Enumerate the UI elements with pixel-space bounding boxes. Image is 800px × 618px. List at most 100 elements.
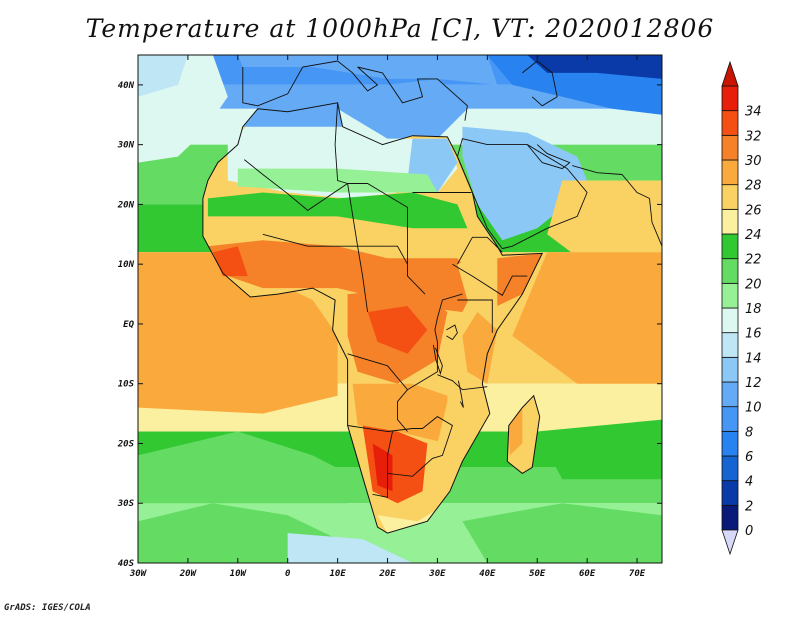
colorbar-level-label: 24 [745,228,762,243]
colorbar-level-label: 26 [745,203,762,218]
arabian-sea [547,180,662,265]
colorbar-level-label: 12 [745,376,762,391]
colorbar-level-label: 28 [745,179,762,194]
lat-tick-label: 10N [118,260,135,270]
europe-coast [242,60,468,121]
sahel-green [207,192,468,229]
colorbar-above-arrow [721,60,739,87]
mozambique [437,401,488,480]
asia-very-cold [527,55,662,79]
colorbar-level-label: 22 [745,253,762,268]
colorbar-level-label: 18 [745,302,762,317]
indian-warm [512,252,662,384]
lat-tick-label: 20S [117,439,135,449]
lon-tick-label: 10E [329,569,346,579]
colorbar-swatch [721,480,739,506]
iran-coast [572,165,623,175]
caspian [522,60,558,107]
colorbar-level-label: 34 [745,105,762,120]
border-2 [347,183,369,313]
colorbar-swatch [721,504,739,531]
colorbar-level-label: 6 [745,450,753,465]
mediterranean [262,78,468,139]
lon-tick-label: 10W [230,569,248,579]
lat-tick-label: 10S [118,380,135,390]
colorbar-level-label: 2 [745,499,753,514]
chart-title: Temperature at 1000hPa [C], VT: 20200128… [85,14,715,43]
border-12 [457,236,503,265]
colorbar-level-label: 10 [745,401,762,416]
india-coast [621,174,662,247]
lake-victoria [446,324,458,341]
coastlines [202,60,662,534]
border-5 [262,233,408,265]
lon-tick-label: 20E [378,569,396,579]
lat-tick-label: 40N [118,81,135,91]
southern-cyan [287,533,413,563]
atlantic-cold-nw [138,55,188,97]
south-africa-coast [377,509,438,534]
madagascar-coastline [506,394,541,475]
colorbar-below-arrow [721,529,739,556]
colorbar-level-label: 0 [745,524,753,539]
colorbar-level-label: 16 [745,327,762,342]
temperature-field [138,55,662,563]
colorbar-swatch [721,208,739,235]
colorbar-swatch [721,85,739,112]
lat-tick-label: 40S [118,559,135,569]
colorbar-swatch [721,184,739,210]
border-9 [397,389,408,432]
lon-tick-label: 0 [285,569,291,579]
lake-tanganyika [432,344,443,376]
colorbar-swatch [721,430,739,457]
lon-tick-label: 60E [579,569,596,579]
colorbar-swatch [721,159,739,186]
colorbar-level-label: 20 [745,277,762,292]
border-7 [347,416,453,477]
atlantic-cool-south [138,431,348,516]
border-8 [372,473,388,498]
indian-cool [537,419,662,480]
lon-tick-label: 50E [529,569,546,579]
colorbar-swatch [721,406,739,432]
lon-tick-label: 30W [129,569,148,579]
madagascar-land [507,395,540,474]
colorbar-swatch [721,455,739,482]
map-axes: 30W 20W 10W 0 10E 20E 30E 40E 50E 60E 70E 40N 30N 20N… [117,55,662,579]
lat-tick-label: 30N [117,141,135,151]
border-11 [457,299,493,333]
africa-coastline [202,102,544,534]
border-13 [452,263,528,296]
colorbar-level-label: 4 [745,475,753,490]
arabia-coast [456,138,588,250]
madagascar-west [508,407,523,456]
map-frame [137,54,663,564]
colorbar-swatch [721,381,739,408]
colorbar-swatch [721,282,739,309]
lake-malawi [457,380,464,408]
colorbar-swatch [721,307,739,334]
colorbar-swatch [721,332,739,358]
grads-credit: GrADS: IGES/COLA [4,603,91,613]
lat-tick-label: 20N [117,200,135,210]
border-6 [347,293,463,391]
southern-green-e [462,503,662,563]
colorbar-level-label: 8 [745,425,753,440]
east-coast [462,312,498,384]
colorbar-level-label: 32 [745,129,762,144]
lat-tick-label: 30S [117,499,135,509]
border-10 [437,374,488,391]
lesotho-cool [422,494,435,507]
colorbar-swatch [721,110,739,136]
lon-tick-label: 40E [479,569,496,579]
lon-tick-label: 20W [179,569,198,579]
colorbar-swatch [721,134,739,161]
lat-tick-label: EQ [123,320,134,330]
guinea-hot [212,246,248,277]
lon-tick-label: 30E [428,569,446,579]
colorbar-swatch [721,258,739,284]
colorbar-swatch [721,356,739,383]
north-coast [242,102,343,127]
